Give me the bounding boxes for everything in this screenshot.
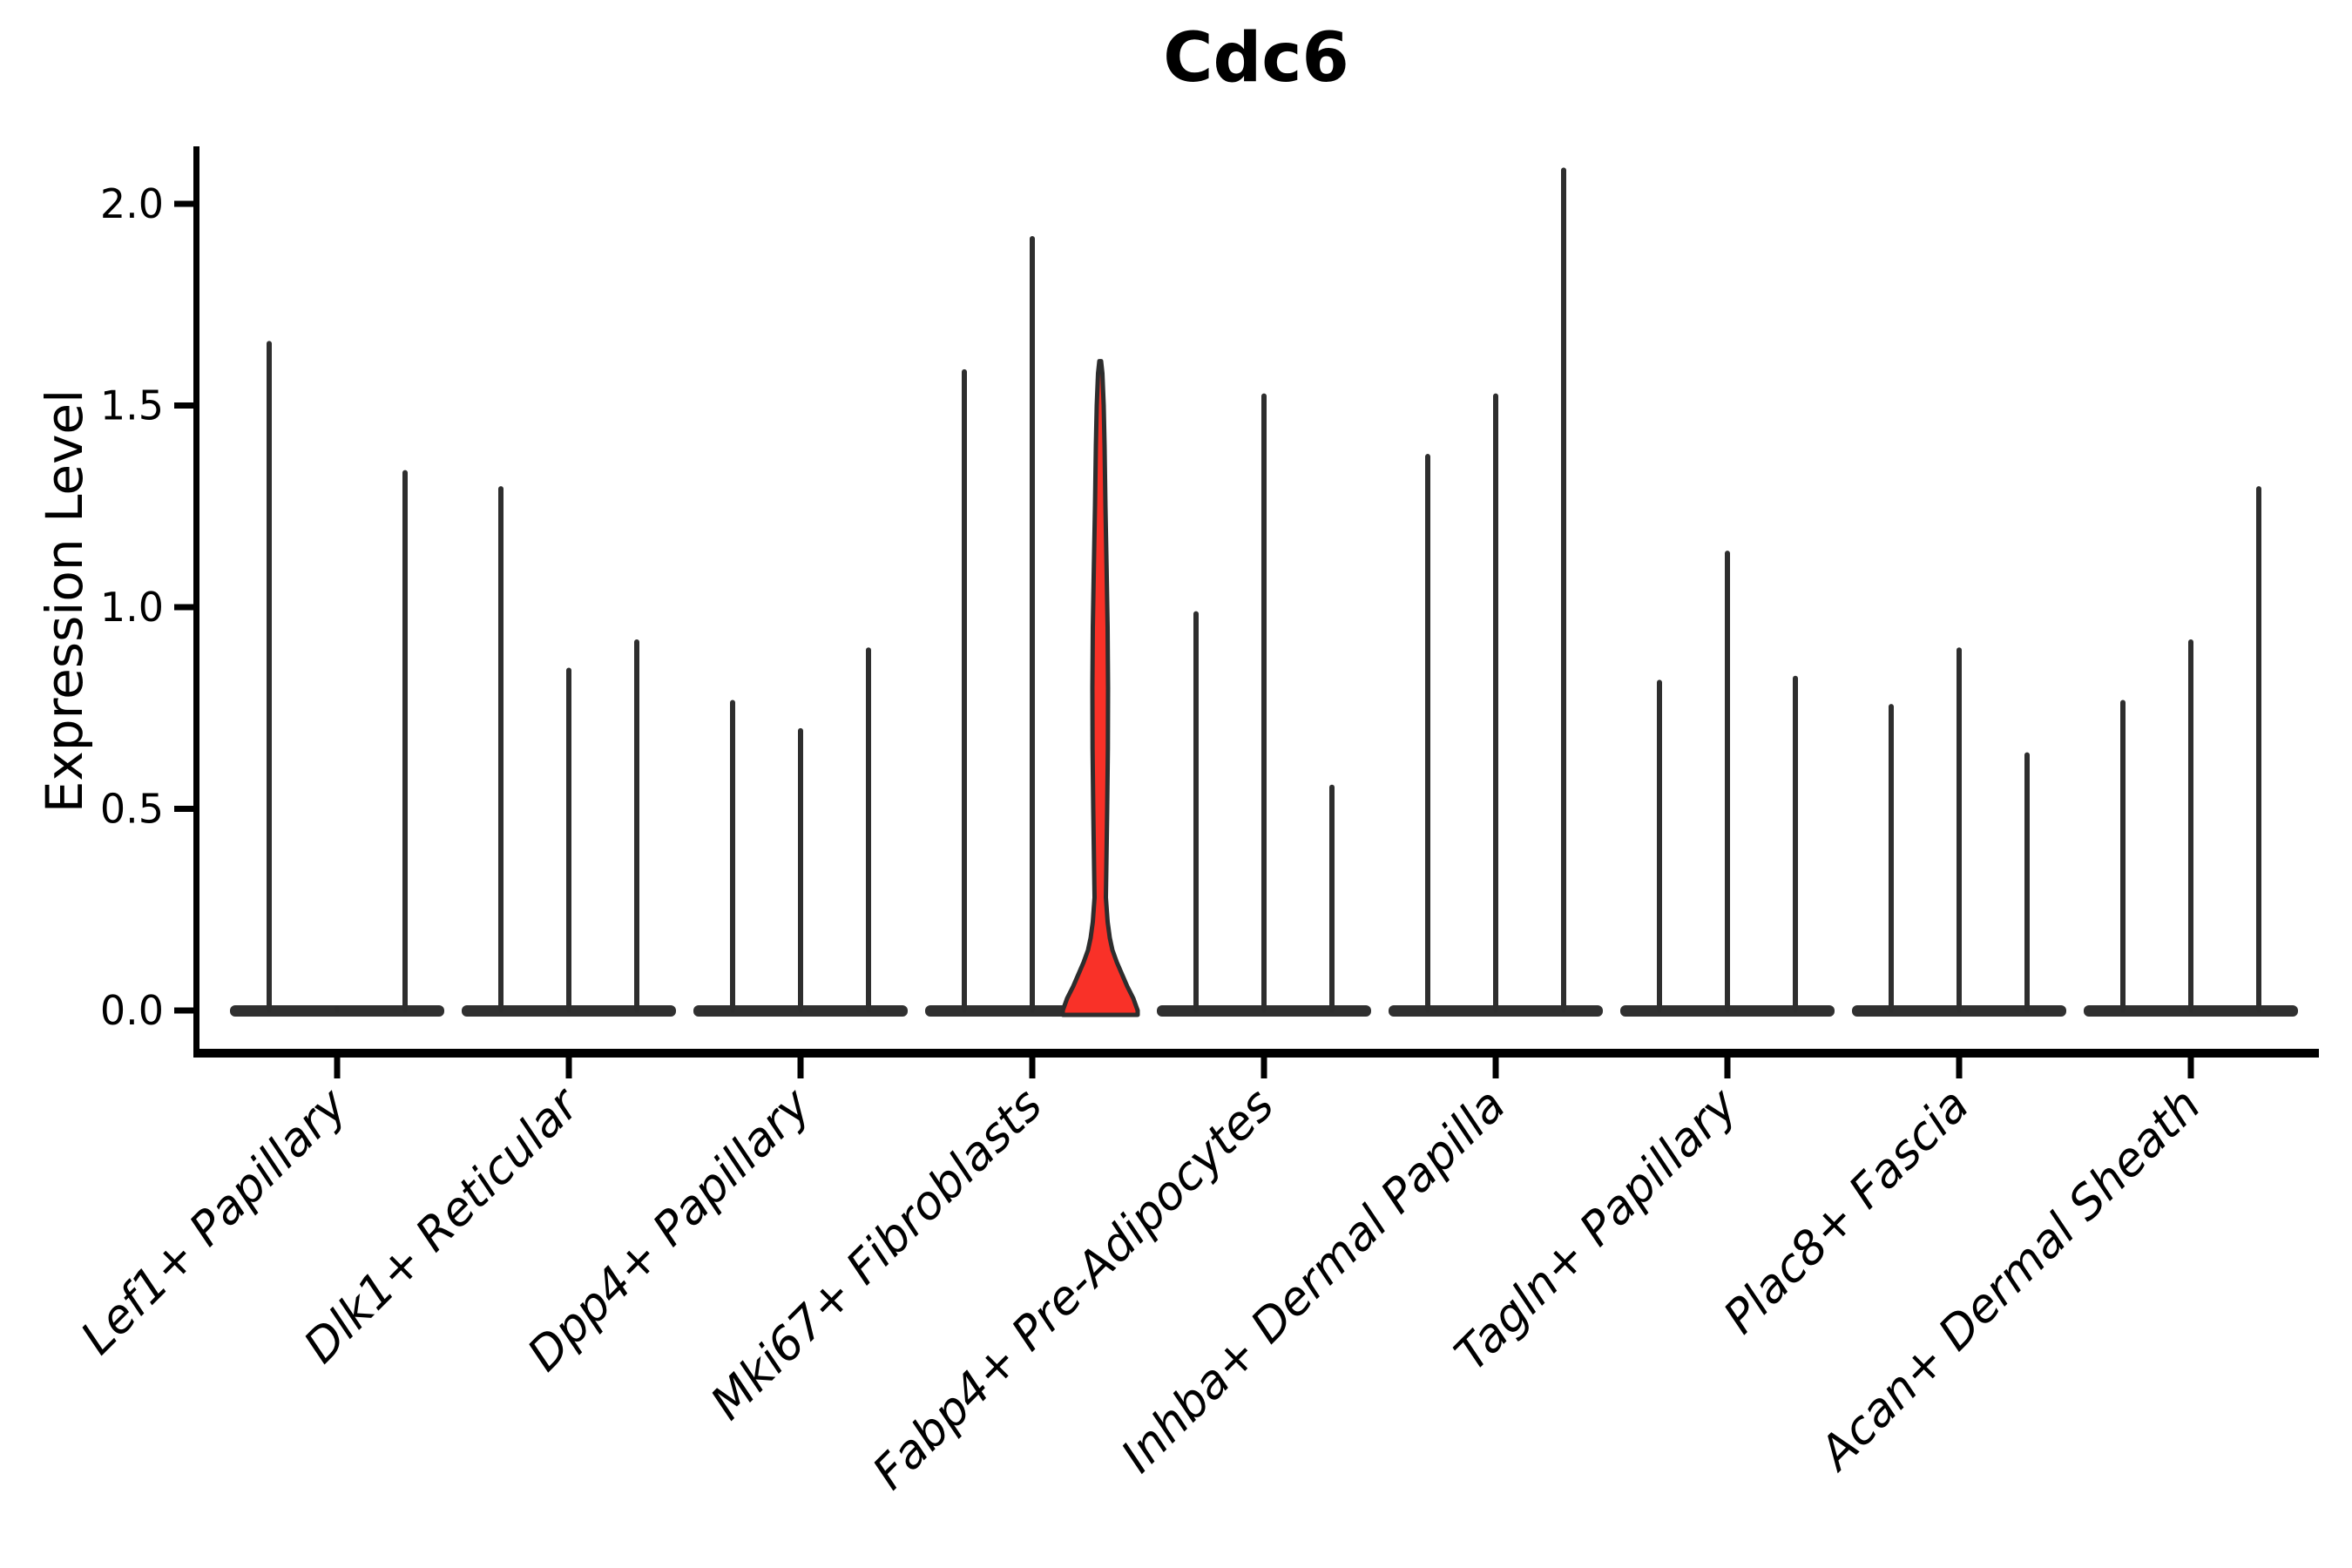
violin-spike	[267, 341, 272, 1012]
violin-spike	[866, 647, 871, 1012]
violin-spike	[566, 667, 571, 1012]
y-tick-mark	[174, 402, 193, 409]
x-axis-spine	[193, 1049, 2319, 1058]
violin-spike	[730, 700, 735, 1012]
violin-spike	[2188, 639, 2193, 1012]
violin-spike	[1657, 679, 1662, 1012]
y-axis-spine	[193, 146, 199, 1058]
violin-spike	[1425, 454, 1430, 1012]
violin-spike	[798, 727, 803, 1012]
violin-spike	[1793, 675, 1798, 1012]
x-tick-mark	[1029, 1058, 1036, 1078]
y-tick-label: 0.5	[100, 786, 164, 833]
y-tick-label: 2.0	[100, 180, 164, 227]
chart-title: Cdc6	[1163, 19, 1349, 98]
highlighted-violin	[1060, 359, 1140, 1017]
x-tick-mark	[1956, 1058, 1963, 1078]
x-tick-mark	[2187, 1058, 2194, 1078]
y-tick-mark	[174, 604, 193, 611]
y-tick-label: 1.0	[100, 584, 164, 631]
violin-spike	[1889, 704, 1894, 1012]
violin-spike	[1030, 236, 1035, 1012]
x-tick-label: Inhba+ Dermal Papilla	[1112, 1078, 1516, 1483]
violin-spike	[634, 639, 639, 1012]
y-tick-mark	[174, 806, 193, 812]
violin-spike	[2256, 486, 2261, 1012]
violin-spike	[1493, 393, 1498, 1012]
y-tick-mark	[174, 200, 193, 207]
violin-spike	[2120, 700, 2126, 1012]
violin-spike	[1193, 611, 1199, 1012]
violin-spike	[962, 368, 967, 1013]
violin-spike	[1329, 784, 1335, 1012]
violin-spike	[402, 470, 408, 1012]
violin-spike	[1261, 393, 1267, 1012]
x-tick-mark	[1724, 1058, 1731, 1078]
y-tick-label: 1.5	[100, 382, 164, 429]
x-tick-mark	[565, 1058, 572, 1078]
violin-spike	[498, 486, 504, 1012]
x-tick-label: Plac8+ Fascia	[1713, 1078, 1979, 1344]
x-tick-mark	[1492, 1058, 1499, 1078]
x-tick-mark	[334, 1058, 341, 1078]
y-tick-label: 0.0	[100, 987, 164, 1034]
violin-spike	[1957, 647, 1962, 1012]
violin-spike	[1561, 167, 1566, 1012]
x-tick-label: Fabp4+ Pre-Adipocytes	[863, 1078, 1285, 1500]
y-tick-mark	[174, 1007, 193, 1014]
violin-spike	[2024, 752, 2030, 1012]
x-tick-mark	[1260, 1058, 1267, 1078]
x-tick-label: Acan+ Dermal Sheath	[1808, 1078, 2212, 1482]
violin-spike	[335, 1006, 340, 1012]
x-tick-mark	[797, 1058, 804, 1078]
violin-spike	[1725, 551, 1730, 1012]
